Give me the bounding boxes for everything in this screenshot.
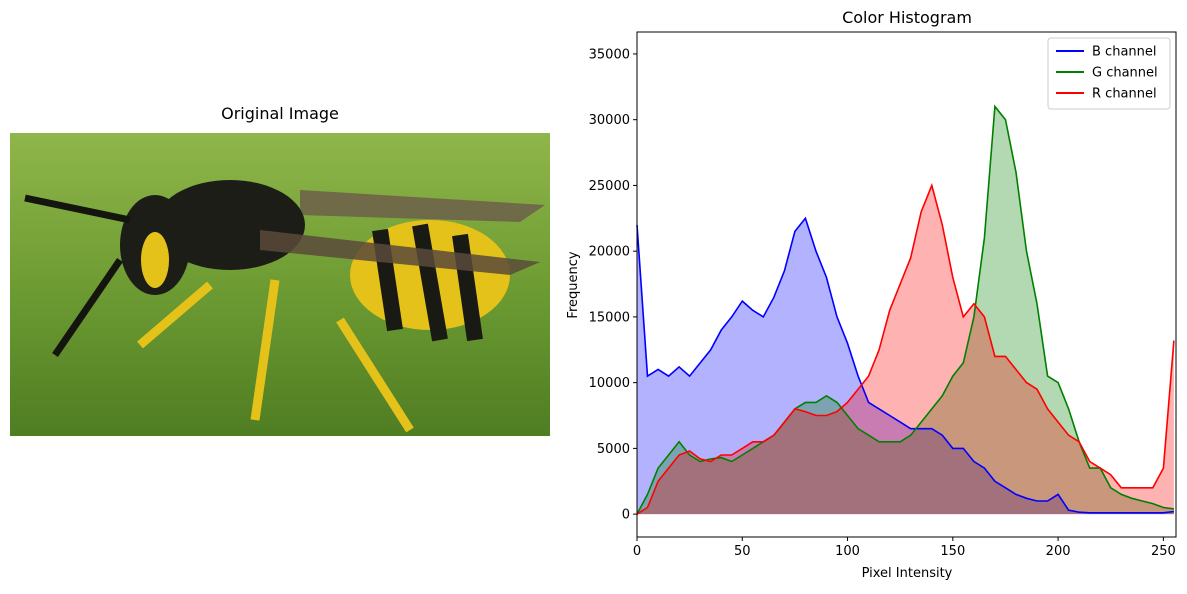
line bbox=[636, 182, 1175, 515]
legend-label: G channel bbox=[1092, 66, 1158, 81]
x-tick-label: 0 bbox=[633, 544, 641, 559]
x-tick-label: 200 bbox=[1046, 544, 1071, 559]
axes-frame bbox=[636, 31, 1177, 538]
y-tick-label: 35000 bbox=[589, 47, 630, 62]
wasp-illustration bbox=[24, 180, 545, 433]
legend-box bbox=[1047, 37, 1171, 110]
y-tick-label: 25000 bbox=[589, 179, 630, 194]
y-tick-label: 30000 bbox=[589, 113, 630, 128]
x-tick-label: 50 bbox=[734, 544, 751, 559]
histogram-panel: Color Histogram Pixel Intensity Frequenc… bbox=[566, 8, 972, 581]
chart-title: Color Histogram bbox=[842, 8, 972, 27]
area bbox=[637, 218, 1174, 515]
line bbox=[636, 216, 1174, 514]
y-axis-label: Frequency bbox=[566, 251, 581, 318]
x-tick-label: 100 bbox=[835, 544, 860, 559]
y-tick-label: 20000 bbox=[589, 245, 630, 260]
y-tick-label: 10000 bbox=[589, 376, 630, 391]
legend-label: R channel bbox=[1092, 87, 1157, 102]
x-tick-label: 250 bbox=[1151, 544, 1176, 559]
area bbox=[637, 185, 1174, 515]
line bbox=[636, 104, 1175, 515]
area bbox=[637, 106, 1174, 515]
y-tick-label: 0 bbox=[622, 508, 630, 523]
legend-label: B channel bbox=[1092, 45, 1157, 60]
image-title: Original Image bbox=[221, 104, 339, 123]
y-tick-label: 15000 bbox=[589, 310, 630, 325]
image-panel: Original Image bbox=[10, 104, 550, 436]
x-axis-label: Pixel Intensity bbox=[862, 566, 953, 581]
y-tick-label: 5000 bbox=[597, 442, 630, 457]
x-tick-label: 150 bbox=[940, 544, 965, 559]
